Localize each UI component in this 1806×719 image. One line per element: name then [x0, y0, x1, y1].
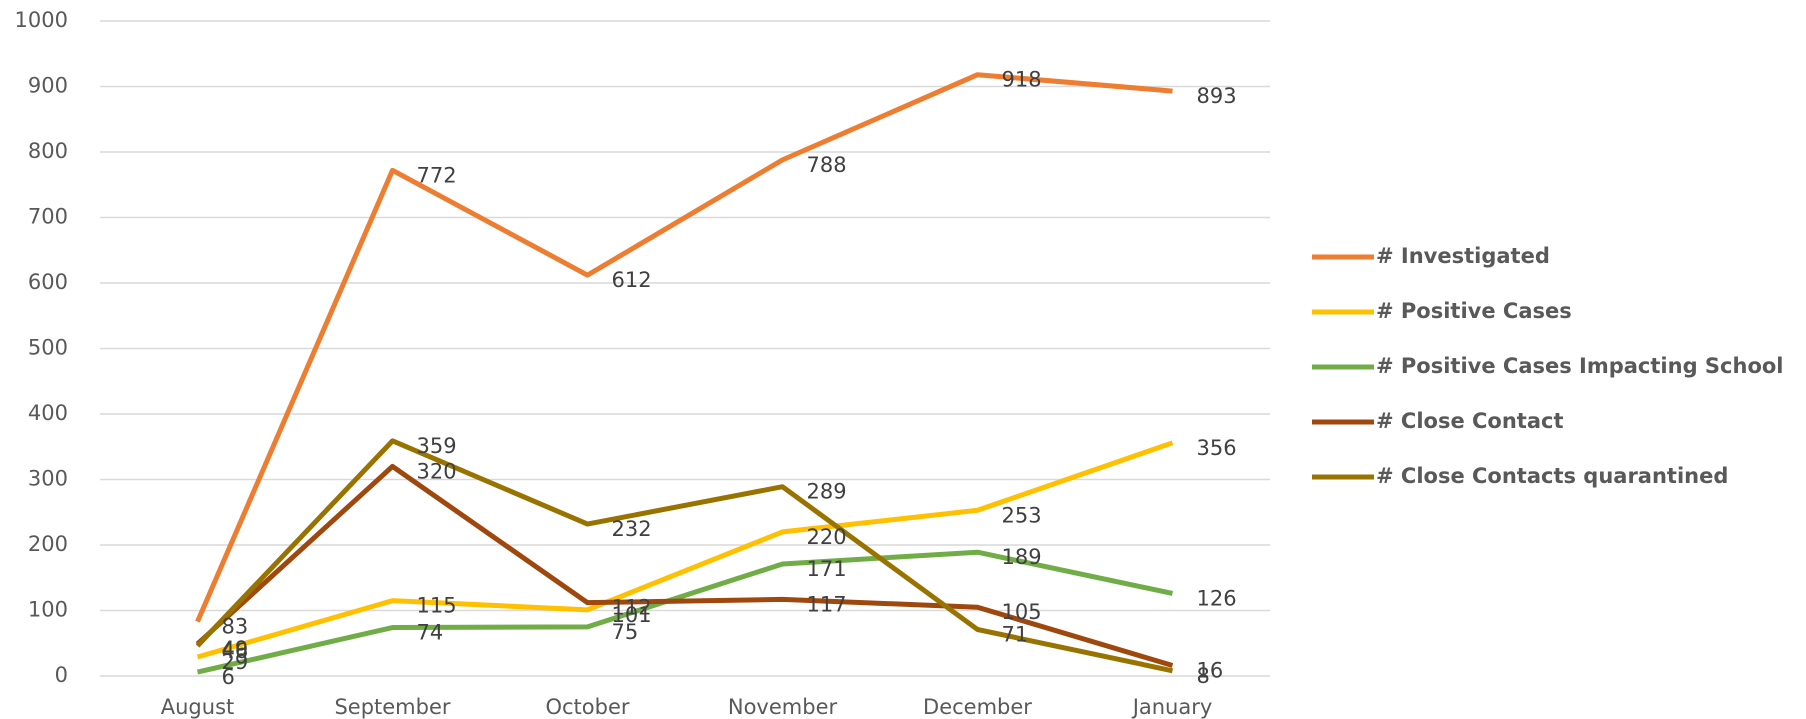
y-tick-label: 600 — [28, 270, 68, 294]
y-tick-label: 500 — [28, 336, 68, 360]
data-label: 220 — [807, 525, 847, 549]
x-tick-label: October — [545, 695, 629, 719]
x-tick-label: August — [161, 695, 235, 719]
x-tick-label: September — [334, 695, 450, 719]
data-label: 356 — [1197, 436, 1237, 460]
y-tick-label: 700 — [28, 205, 68, 229]
legend-label: # Close Contacts quarantined — [1376, 464, 1728, 488]
data-label: 46 — [222, 639, 249, 663]
data-label: 289 — [807, 480, 847, 504]
data-label: 112 — [612, 596, 652, 620]
data-label: 16 — [1197, 659, 1224, 683]
legend-label: # Close Contact — [1376, 409, 1563, 433]
series-line — [195, 438, 1174, 674]
y-tick-label: 0 — [55, 663, 68, 687]
series-line — [195, 463, 1174, 668]
data-label: 101 — [612, 603, 652, 627]
y-tick-label: 300 — [28, 467, 68, 491]
data-label: 8 — [1197, 664, 1210, 688]
y-tick-label: 800 — [28, 139, 68, 163]
data-label: 75 — [612, 620, 639, 644]
data-label: 359 — [417, 434, 457, 458]
data-label: 49 — [222, 637, 249, 661]
legend-label: # Positive Cases Impacting School — [1376, 354, 1784, 378]
x-tick-label: November — [728, 695, 838, 719]
data-label: 772 — [417, 163, 457, 187]
data-label: 29 — [222, 650, 249, 674]
data-label: 232 — [612, 517, 652, 541]
data-label: 320 — [417, 459, 457, 483]
data-label: 893 — [1197, 84, 1237, 108]
legend-label: # Investigated — [1376, 244, 1550, 268]
data-label: 253 — [1002, 503, 1042, 527]
y-tick-label: 400 — [28, 401, 68, 425]
y-tick-label: 1000 — [15, 8, 68, 32]
legend-label: # Positive Cases — [1376, 299, 1572, 323]
data-label: 74 — [417, 621, 444, 645]
data-label: 171 — [807, 557, 847, 581]
data-label: 6 — [222, 665, 235, 689]
data-label: 117 — [807, 592, 847, 616]
data-label: 126 — [1197, 586, 1237, 610]
series-line — [196, 549, 1174, 675]
data-label: 105 — [1002, 600, 1042, 624]
y-tick-label: 200 — [28, 532, 68, 556]
data-label: 612 — [612, 268, 652, 292]
data-label: 115 — [417, 594, 457, 618]
x-tick-label: December — [923, 695, 1032, 719]
series-line — [195, 72, 1173, 623]
data-label: 71 — [1002, 622, 1029, 646]
y-tick-label: 900 — [28, 74, 68, 98]
data-label: 918 — [1002, 68, 1042, 92]
data-label: 83 — [222, 615, 249, 639]
y-tick-label: 100 — [28, 598, 68, 622]
data-label: 189 — [1002, 545, 1042, 569]
x-tick-label: January — [1131, 695, 1213, 719]
data-label: 788 — [807, 153, 847, 177]
series-line — [196, 440, 1174, 660]
